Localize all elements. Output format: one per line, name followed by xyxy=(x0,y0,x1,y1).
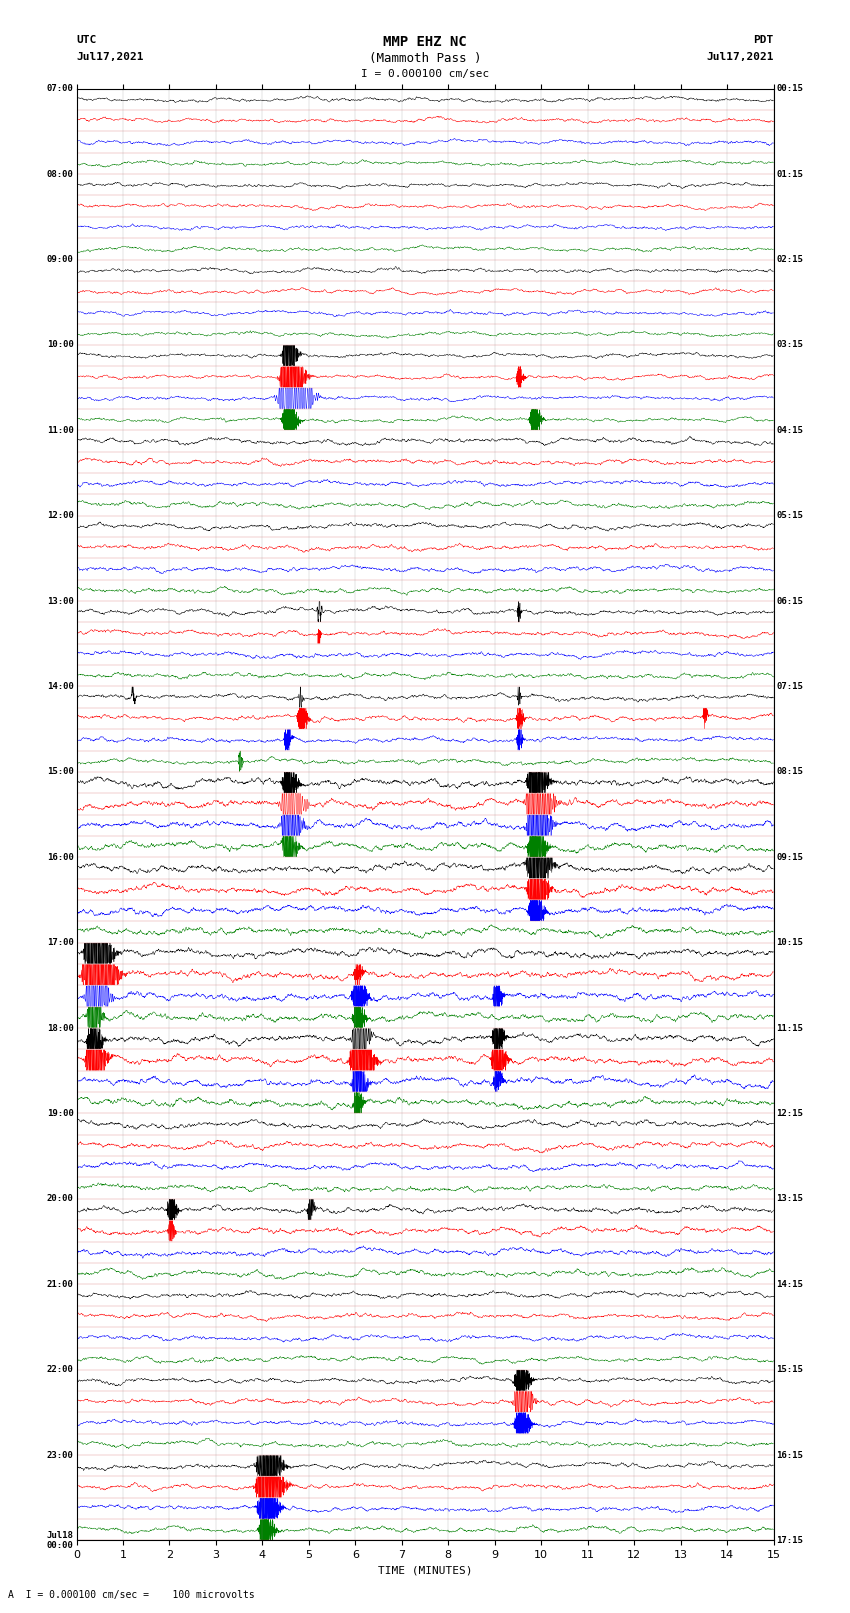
Text: (Mammoth Pass ): (Mammoth Pass ) xyxy=(369,52,481,65)
Text: 15:00: 15:00 xyxy=(47,768,74,776)
Text: 10:15: 10:15 xyxy=(776,939,803,947)
Text: 16:00: 16:00 xyxy=(47,853,74,861)
Text: 12:15: 12:15 xyxy=(776,1110,803,1118)
Text: 14:00: 14:00 xyxy=(47,682,74,690)
Text: 13:00: 13:00 xyxy=(47,597,74,605)
Text: 19:00: 19:00 xyxy=(47,1110,74,1118)
Text: 07:00: 07:00 xyxy=(47,84,74,94)
Text: Jul18
00:00: Jul18 00:00 xyxy=(47,1531,74,1550)
Text: 03:15: 03:15 xyxy=(776,340,803,350)
Text: 02:15: 02:15 xyxy=(776,255,803,265)
Text: 22:00: 22:00 xyxy=(47,1365,74,1374)
Text: 09:15: 09:15 xyxy=(776,853,803,861)
Text: I = 0.000100 cm/sec: I = 0.000100 cm/sec xyxy=(361,69,489,79)
Text: 20:00: 20:00 xyxy=(47,1194,74,1203)
Text: 08:00: 08:00 xyxy=(47,169,74,179)
Text: 18:00: 18:00 xyxy=(47,1024,74,1032)
Text: 05:15: 05:15 xyxy=(776,511,803,519)
Text: 23:00: 23:00 xyxy=(47,1450,74,1460)
Text: 17:15: 17:15 xyxy=(776,1536,803,1545)
Text: 12:00: 12:00 xyxy=(47,511,74,519)
Text: 11:15: 11:15 xyxy=(776,1024,803,1032)
Text: 14:15: 14:15 xyxy=(776,1279,803,1289)
Text: 13:15: 13:15 xyxy=(776,1194,803,1203)
Text: 08:15: 08:15 xyxy=(776,768,803,776)
Text: 21:00: 21:00 xyxy=(47,1279,74,1289)
Text: A  I = 0.000100 cm/sec =    100 microvolts: A I = 0.000100 cm/sec = 100 microvolts xyxy=(8,1590,255,1600)
Text: 09:00: 09:00 xyxy=(47,255,74,265)
Text: 04:15: 04:15 xyxy=(776,426,803,436)
Text: 00:15: 00:15 xyxy=(776,84,803,94)
Text: 06:15: 06:15 xyxy=(776,597,803,605)
Text: 01:15: 01:15 xyxy=(776,169,803,179)
Text: 11:00: 11:00 xyxy=(47,426,74,436)
Text: 07:15: 07:15 xyxy=(776,682,803,690)
Text: 17:00: 17:00 xyxy=(47,939,74,947)
Text: Jul17,2021: Jul17,2021 xyxy=(76,52,144,61)
X-axis label: TIME (MINUTES): TIME (MINUTES) xyxy=(377,1566,473,1576)
Text: 16:15: 16:15 xyxy=(776,1450,803,1460)
Text: UTC: UTC xyxy=(76,35,97,45)
Text: 15:15: 15:15 xyxy=(776,1365,803,1374)
Text: PDT: PDT xyxy=(753,35,774,45)
Text: 10:00: 10:00 xyxy=(47,340,74,350)
Text: MMP EHZ NC: MMP EHZ NC xyxy=(383,35,467,50)
Text: Jul17,2021: Jul17,2021 xyxy=(706,52,774,61)
